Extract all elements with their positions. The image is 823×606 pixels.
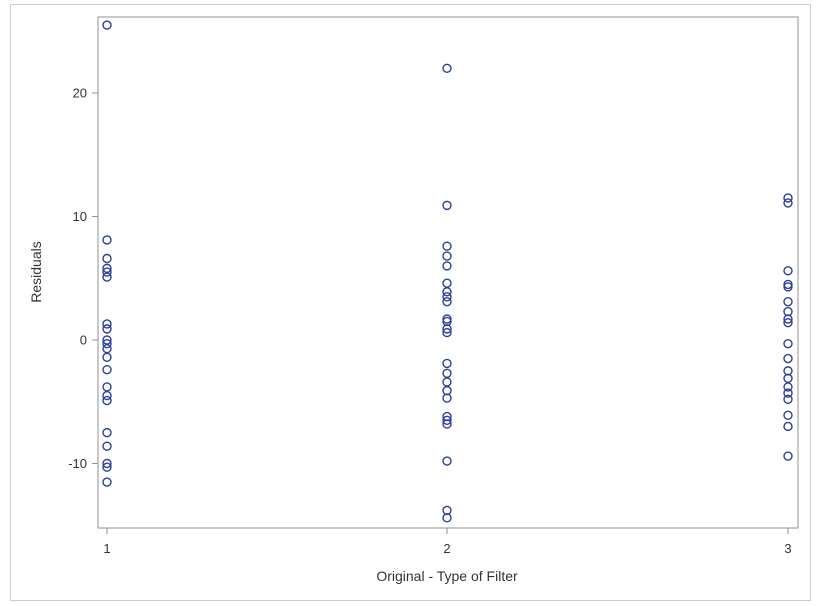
data-point bbox=[442, 241, 452, 251]
data-point bbox=[783, 193, 793, 203]
data-point bbox=[442, 456, 452, 466]
data-point bbox=[102, 441, 112, 451]
data-point bbox=[102, 395, 112, 406]
data-point bbox=[442, 324, 452, 334]
data-point bbox=[783, 388, 793, 398]
data-point bbox=[783, 297, 793, 307]
data-point bbox=[783, 314, 793, 324]
data-point bbox=[442, 368, 452, 379]
data-point bbox=[442, 377, 452, 387]
data-point bbox=[442, 297, 452, 307]
data-point bbox=[102, 364, 112, 375]
data-point bbox=[783, 382, 793, 392]
data-point bbox=[783, 318, 793, 328]
data-point bbox=[102, 324, 112, 334]
data-point bbox=[102, 427, 112, 438]
plot-area bbox=[97, 16, 799, 529]
data-point bbox=[102, 352, 112, 362]
data-point bbox=[102, 390, 112, 401]
data-point bbox=[442, 63, 452, 74]
y-axis-title: Residuals bbox=[28, 241, 44, 302]
data-point bbox=[102, 339, 112, 349]
data-point bbox=[783, 421, 793, 432]
x-tick-label: 1 bbox=[103, 541, 110, 556]
data-point bbox=[102, 382, 112, 392]
data-point bbox=[783, 353, 793, 364]
data-point bbox=[442, 292, 452, 302]
data-point bbox=[783, 339, 793, 349]
data-point bbox=[102, 272, 112, 282]
data-point bbox=[442, 314, 452, 324]
data-point bbox=[783, 198, 793, 208]
data-points bbox=[102, 20, 793, 523]
y-tick-label: 10 bbox=[73, 209, 87, 224]
data-point bbox=[102, 477, 112, 487]
data-point bbox=[442, 358, 452, 369]
data-point bbox=[442, 393, 452, 403]
data-point bbox=[102, 319, 112, 329]
data-point bbox=[783, 394, 793, 404]
data-point bbox=[102, 462, 112, 472]
data-point bbox=[783, 282, 793, 292]
chart-frame bbox=[10, 4, 811, 601]
data-point bbox=[442, 287, 452, 297]
data-point bbox=[442, 327, 452, 338]
x-tick-label: 2 bbox=[443, 541, 450, 556]
data-point bbox=[783, 410, 793, 421]
data-point bbox=[442, 200, 452, 211]
data-point bbox=[783, 266, 793, 276]
data-point bbox=[102, 235, 112, 245]
x-tick-label: 3 bbox=[784, 541, 791, 556]
data-point bbox=[442, 251, 452, 261]
data-point bbox=[102, 458, 112, 469]
data-point bbox=[783, 451, 793, 461]
y-axis: -10 0 10 20 bbox=[68, 86, 98, 471]
data-point bbox=[442, 513, 452, 523]
data-point bbox=[442, 278, 452, 288]
y-tick-label: 20 bbox=[73, 86, 87, 101]
data-point bbox=[442, 419, 452, 429]
data-point bbox=[102, 343, 112, 354]
data-point bbox=[102, 267, 112, 277]
data-point bbox=[442, 261, 452, 271]
x-axis: 1 2 3 bbox=[103, 528, 792, 556]
data-point bbox=[442, 415, 452, 425]
x-axis-title: Original - Type of Filter bbox=[376, 568, 518, 584]
data-point bbox=[783, 279, 793, 290]
y-tick-label: -10 bbox=[68, 456, 87, 471]
data-point bbox=[102, 253, 112, 264]
data-point bbox=[102, 20, 112, 30]
y-tick-label: 0 bbox=[80, 333, 87, 348]
